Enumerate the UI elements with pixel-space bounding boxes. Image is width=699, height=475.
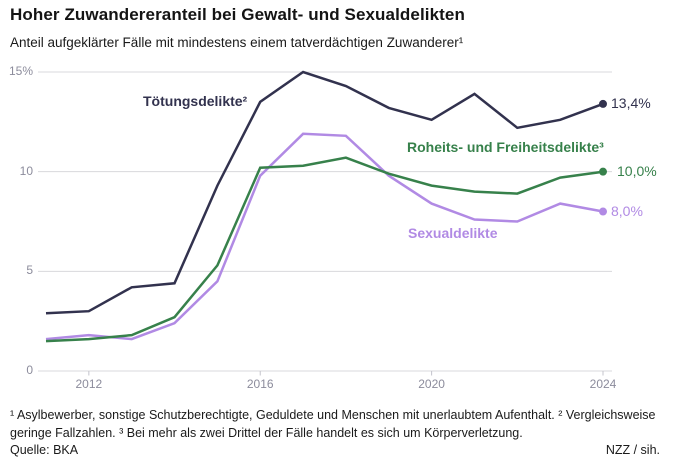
series-line-toetungsdelikte bbox=[45, 70, 604, 315]
series-label-sexualdelikte: Sexualdelikte bbox=[408, 225, 498, 241]
chart-footnote: ¹ Asylbewerber, sonstige Schutzberechtig… bbox=[10, 408, 656, 440]
credit-label: NZZ / sih. bbox=[605, 443, 660, 457]
series-line-sexualdelikte bbox=[45, 132, 604, 341]
end-value-toetungsdelikte: 13,4% bbox=[611, 95, 651, 111]
source-label: Quelle: BKA bbox=[10, 443, 79, 457]
series-label-roheits-freiheitsdelikte: Roheits- und Freiheitsdelikte³ bbox=[407, 139, 604, 155]
series-endpoint-sexualdelikte bbox=[599, 207, 607, 216]
end-value-sexualdelikte: 8,0% bbox=[611, 203, 643, 219]
end-value-roheits-freiheitsdelikte: 10,0% bbox=[617, 163, 657, 179]
x-axis-label-2012: 2012 bbox=[75, 377, 103, 391]
series-endpoint-roheits-freiheitsdelikte bbox=[599, 167, 607, 176]
y-axis-label-0: 0 bbox=[26, 363, 33, 377]
y-axis-label-5: 5 bbox=[26, 263, 33, 278]
y-axis-label-15: 15% bbox=[8, 64, 33, 78]
series-endpoint-toetungsdelikte bbox=[599, 99, 607, 108]
line-chart: Tötungsdelikte² Roheits- und Freiheitsde… bbox=[0, 60, 699, 400]
y-axis-label-10: 10 bbox=[19, 163, 33, 178]
x-axis-label-2016: 2016 bbox=[246, 377, 274, 391]
page-title: Hoher Zuwandereranteil bei Gewalt- und S… bbox=[10, 5, 465, 24]
plot-svg bbox=[38, 70, 612, 376]
series-line-roheits-freiheitsdelikte bbox=[45, 156, 604, 343]
series-label-toetungsdelikte: Tötungsdelikte² bbox=[143, 93, 248, 109]
x-axis-label-2020: 2020 bbox=[418, 377, 445, 391]
chart-footer: Quelle: BKA NZZ / sih. bbox=[10, 443, 660, 457]
chart-subtitle: Anteil aufgeklärter Fälle mit mindestens… bbox=[10, 35, 464, 50]
x-axis-label-2024: 2024 bbox=[589, 377, 617, 391]
